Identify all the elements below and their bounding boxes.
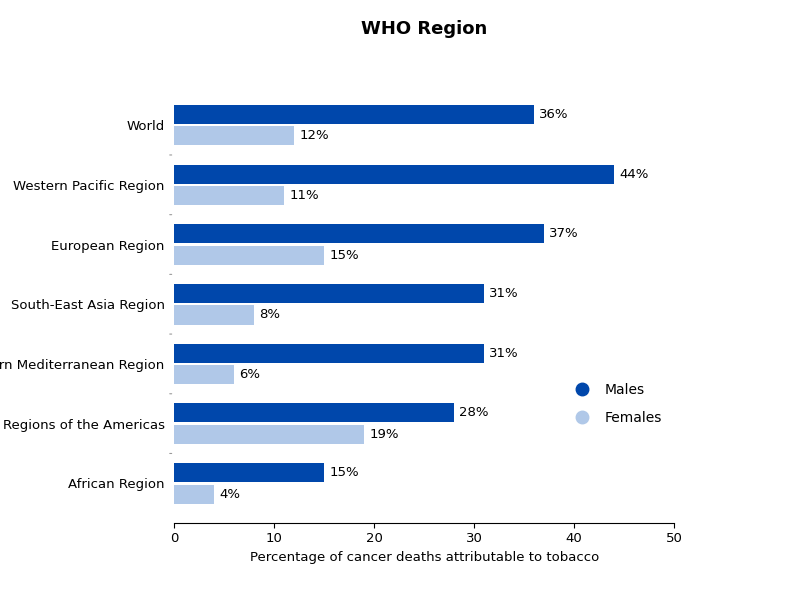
Bar xyxy=(174,165,614,184)
Bar xyxy=(174,224,544,244)
Bar xyxy=(174,463,324,482)
Bar xyxy=(174,403,454,422)
Bar xyxy=(174,305,255,324)
Bar xyxy=(174,365,235,384)
Bar xyxy=(174,284,485,303)
Bar xyxy=(174,105,534,124)
Text: 15%: 15% xyxy=(329,249,359,262)
Bar xyxy=(174,246,324,265)
Bar xyxy=(174,485,214,504)
Text: 44%: 44% xyxy=(619,168,649,181)
Text: 31%: 31% xyxy=(489,287,519,300)
Text: 12%: 12% xyxy=(299,129,329,143)
Bar xyxy=(174,425,364,444)
Text: 19%: 19% xyxy=(370,428,399,441)
Bar xyxy=(174,127,294,146)
Text: 37%: 37% xyxy=(549,228,579,241)
Text: 6%: 6% xyxy=(239,368,260,381)
Text: 8%: 8% xyxy=(259,308,281,321)
X-axis label: Percentage of cancer deaths attributable to tobacco: Percentage of cancer deaths attributable… xyxy=(250,551,599,564)
Title: WHO Region: WHO Region xyxy=(361,20,488,37)
Bar xyxy=(174,186,285,205)
Text: 31%: 31% xyxy=(489,347,519,360)
Text: 4%: 4% xyxy=(220,488,240,501)
Bar xyxy=(174,343,485,363)
Text: 15%: 15% xyxy=(329,466,359,479)
Text: 28%: 28% xyxy=(459,406,488,419)
Text: 36%: 36% xyxy=(539,108,569,121)
Text: 11%: 11% xyxy=(289,189,319,202)
Legend: Males, Females: Males, Females xyxy=(562,377,667,430)
